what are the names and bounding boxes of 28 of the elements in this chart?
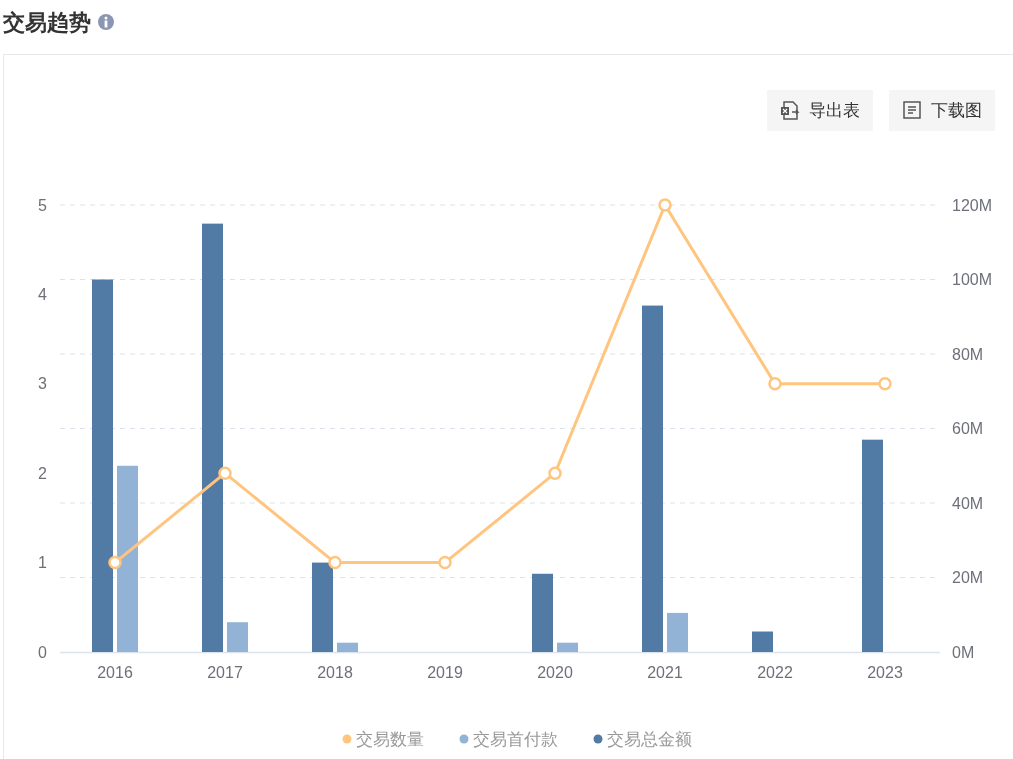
legend-item: 交易数量 [342, 729, 424, 749]
x-tick: 2020 [537, 663, 573, 681]
y2-tick: 80M [952, 345, 984, 363]
y-tick: 1 [38, 554, 47, 572]
y2-tick: 40M [952, 494, 984, 512]
button: 导出表 [767, 90, 873, 131]
y2-tick: 0M [952, 643, 975, 661]
y2-tick: 120M [952, 196, 993, 214]
y2-tick: 100M [952, 271, 993, 288]
x-tick: 2018 [317, 663, 353, 681]
legend-item: 交易总金额 [593, 729, 692, 749]
y-tick: 2 [38, 464, 47, 482]
button: 下载图 [889, 90, 995, 131]
x-tick: 2023 [867, 663, 903, 681]
title: 交易趋势 [3, 10, 91, 35]
x-tick: 2022 [757, 663, 793, 681]
x-tick: 2017 [207, 663, 243, 681]
y2-tick: 60M [952, 420, 984, 437]
legend-label: 交易数量 [355, 729, 424, 749]
y-tick: 5 [38, 196, 47, 214]
x-tick: 2019 [427, 663, 463, 681]
y-tick: 0 [38, 643, 47, 661]
y2-tick: 20M [952, 569, 984, 586]
x-tick: 2021 [647, 663, 683, 681]
legend-item: 交易首付款 [459, 729, 558, 749]
y-tick: 4 [38, 285, 47, 303]
y-tick: 3 [38, 375, 47, 393]
x-tick: 2016 [97, 663, 133, 681]
